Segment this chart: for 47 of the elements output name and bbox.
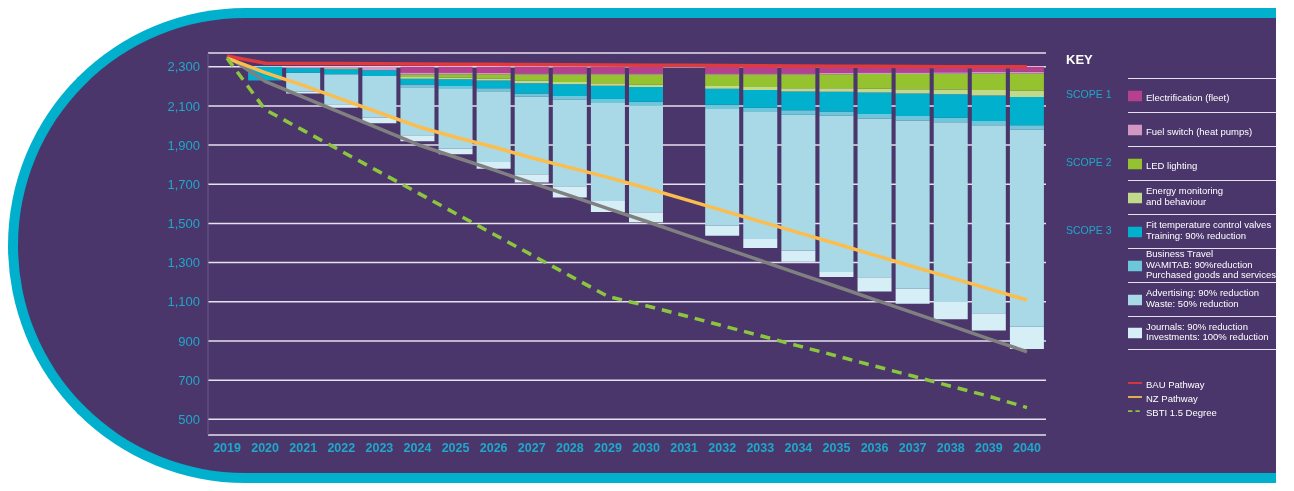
legend-label: Electrification (fleet) bbox=[1146, 91, 1230, 103]
x-tick-label: 2031 bbox=[670, 440, 699, 455]
y-tick-label: 2,100 bbox=[167, 98, 200, 114]
x-tick-label: 2038 bbox=[936, 440, 965, 455]
legend-label: Fit temperature control valves Training: 90% reduction bbox=[1146, 219, 1272, 242]
legend-label: Advertising: 90% reduction Waste: 50% reduction bbox=[1146, 287, 1260, 310]
x-tick-label: 2030 bbox=[632, 440, 660, 455]
x-tick-label: 2025 bbox=[441, 440, 470, 455]
x-tick-label: 2020 bbox=[251, 440, 280, 455]
y-tick-label: 700 bbox=[178, 372, 200, 388]
text: SCOPE 2 bbox=[1066, 156, 1112, 168]
x-tick-label: 2024 bbox=[403, 440, 432, 455]
legend-label: Journals: 90% reduction Investments: 100% reduction bbox=[1146, 320, 1269, 343]
x-tick-label: 2035 bbox=[822, 440, 851, 455]
text: SCOPE 3 bbox=[1066, 224, 1112, 236]
legend-label: Fuel switch (heat pumps) bbox=[1146, 125, 1253, 137]
x-tick-label: 2036 bbox=[860, 440, 889, 455]
x-tick-label: 2023 bbox=[365, 440, 394, 455]
x-tick-label: 2026 bbox=[479, 440, 508, 455]
x-tick-label: 2028 bbox=[555, 440, 584, 455]
y-tick-label: 1,100 bbox=[167, 294, 200, 310]
x-tick-label: 2032 bbox=[708, 440, 737, 455]
legend-label: BAU Pathway bbox=[1146, 379, 1205, 391]
x-tick-label: 2039 bbox=[974, 440, 1003, 455]
legend-label: LED lighting bbox=[1146, 159, 1198, 171]
y-tick-label: 1,300 bbox=[167, 255, 200, 271]
y-tick-label: 1,700 bbox=[167, 176, 200, 192]
x-tick-label: 2027 bbox=[517, 440, 546, 455]
y-tick-label: 2,300 bbox=[167, 59, 200, 75]
y-tick-label: 900 bbox=[178, 333, 200, 349]
legend-label: Business Travel WAMITAB: 90%reduction Purchased goods and services bbox=[1146, 248, 1276, 281]
legend-label: SBTI 1.5 Degree bbox=[1146, 407, 1217, 419]
text: SCOPE 1 bbox=[1066, 88, 1112, 100]
y-tick-label: 1,500 bbox=[167, 216, 200, 232]
legend-label: NZ Pathway bbox=[1146, 393, 1198, 405]
x-tick-label: 2019 bbox=[213, 440, 241, 455]
x-tick-label: 2022 bbox=[327, 440, 356, 455]
x-tick-label: 2034 bbox=[784, 440, 813, 455]
legend-label: Energy monitoring and behaviour bbox=[1146, 185, 1224, 208]
x-tick-label: 2029 bbox=[594, 440, 622, 455]
legend-title: KEY bbox=[1066, 52, 1093, 69]
x-tick-label: 2040 bbox=[1013, 440, 1041, 455]
x-tick-label: 2021 bbox=[289, 440, 318, 455]
y-tick-label: 500 bbox=[178, 411, 200, 427]
x-tick-label: 2033 bbox=[746, 440, 775, 455]
y-tick-label: 1,900 bbox=[167, 137, 200, 153]
x-tick-label: 2037 bbox=[898, 440, 927, 455]
